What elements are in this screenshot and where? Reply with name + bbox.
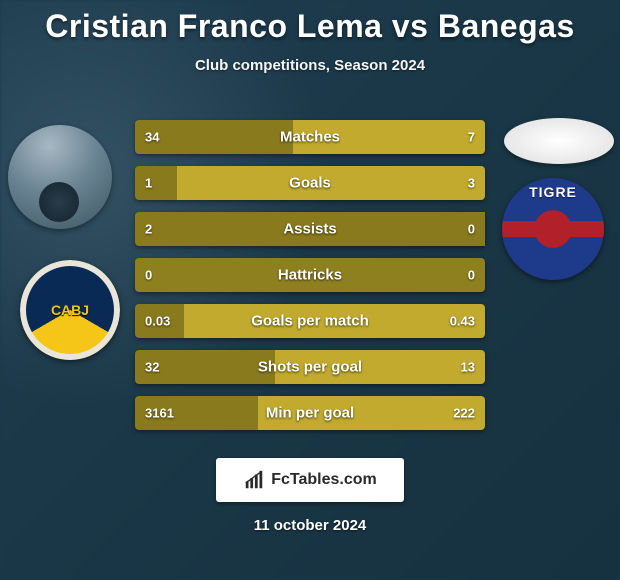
stat-label: Hattricks <box>135 267 485 284</box>
stat-row: 0.030.43Goals per match <box>135 304 485 338</box>
stat-label: Matches <box>135 129 485 146</box>
player-avatar-right <box>504 118 614 164</box>
player-avatar-left <box>8 125 112 229</box>
chart-icon <box>243 469 265 491</box>
stat-label: Shots per goal <box>135 359 485 376</box>
stats-table: 347Matches 13Goals 20Assists 00Hattricks 0.0… <box>135 120 485 442</box>
stat-row: 00Hattricks <box>135 258 485 292</box>
stat-row: 13Goals <box>135 166 485 200</box>
stat-label: Goals <box>135 175 485 192</box>
stat-row: 3161222Min per goal <box>135 396 485 430</box>
stat-label: Assists <box>135 221 485 238</box>
brand-badge[interactable]: FcTables.com <box>216 458 404 502</box>
subtitle: Club competitions, Season 2024 <box>0 57 620 74</box>
stat-row: 347Matches <box>135 120 485 154</box>
stat-row: 3213Shots per goal <box>135 350 485 384</box>
page-title: Cristian Franco Lema vs Banegas <box>0 0 620 45</box>
stat-label: Goals per match <box>135 313 485 330</box>
stat-label: Min per goal <box>135 405 485 422</box>
club-crest-right: TIGRE <box>502 178 604 280</box>
club-crest-left: CABJ <box>20 260 120 360</box>
date-text: 11 october 2024 <box>0 517 620 534</box>
stat-row: 20Assists <box>135 212 485 246</box>
brand-text: FcTables.com <box>271 471 377 489</box>
